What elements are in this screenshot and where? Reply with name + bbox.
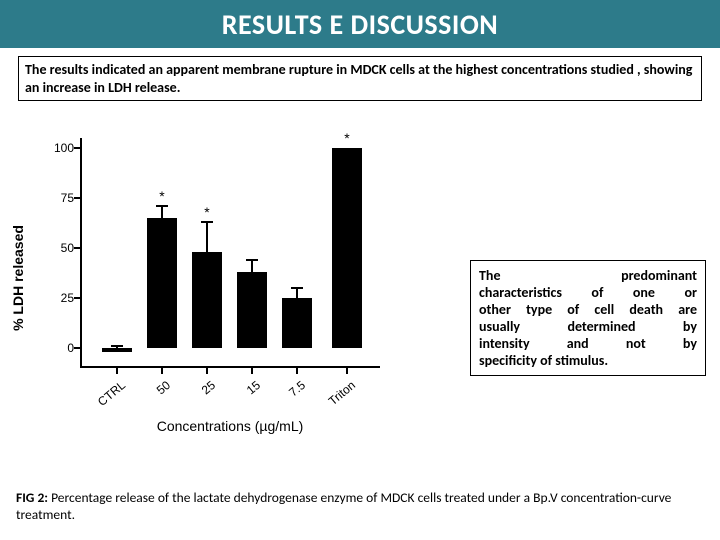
side-line: characteristics of one or	[479, 284, 697, 301]
bar	[147, 218, 177, 348]
ldh-bar-chart: % LDH released 0255075100CTRL*50*25157.5…	[30, 128, 400, 428]
x-tick	[346, 366, 348, 374]
y-tick	[74, 247, 82, 249]
y-tick	[74, 297, 82, 299]
x-tick-label: CTRL	[88, 378, 128, 414]
y-tick-label: 100	[54, 141, 74, 155]
y-tick-label: 25	[61, 291, 74, 305]
page-title: RESULTS E DISCUSSION	[222, 7, 499, 42]
x-tick-label: 25	[178, 378, 218, 414]
error-bar	[161, 206, 163, 218]
x-tick-label: 50	[133, 378, 173, 414]
results-summary-box: The results indicated an apparent membra…	[18, 56, 702, 101]
side-discussion-box: The predominant characteristics of one o…	[470, 260, 706, 376]
bar	[282, 298, 312, 348]
side-line: intensity and not by	[479, 335, 697, 352]
x-tick	[161, 366, 163, 374]
plot-area: 0255075100CTRL*50*25157.5*Triton	[80, 138, 380, 368]
x-tick	[206, 366, 208, 374]
side-line: The predominant	[479, 267, 697, 284]
caption-lead: FIG 2:	[16, 489, 48, 506]
x-axis-label: Concentrations (µg/mL)	[80, 418, 380, 434]
y-tick	[74, 347, 82, 349]
error-bar	[296, 288, 298, 298]
bar	[237, 272, 267, 348]
x-tick-label: 7.5	[268, 378, 308, 414]
x-tick-label: 15	[223, 378, 263, 414]
caption-rest: Percentage release of the lactate dehydr…	[16, 489, 671, 523]
bar	[332, 148, 362, 348]
y-tick-label: 50	[61, 241, 74, 255]
error-cap	[246, 259, 258, 261]
error-bar	[251, 260, 253, 272]
error-cap	[291, 287, 303, 289]
side-line: specificity of stimulus.	[479, 352, 697, 369]
error-cap	[111, 345, 123, 347]
error-cap	[201, 221, 213, 223]
side-line: usually determined by	[479, 318, 697, 335]
y-tick	[74, 147, 82, 149]
title-bar: RESULTS E DISCUSSION	[0, 0, 720, 48]
figure-caption: FIG 2: Percentage release of the lactate…	[16, 490, 704, 524]
bar	[192, 252, 222, 348]
x-tick	[296, 366, 298, 374]
y-tick-label: 75	[61, 191, 74, 205]
error-cap	[156, 205, 168, 207]
significance-marker: *	[344, 130, 349, 146]
side-line: other type of cell death are	[479, 301, 697, 318]
significance-marker: *	[204, 204, 209, 220]
x-tick	[116, 366, 118, 374]
error-bar	[206, 222, 208, 252]
x-tick-label: Triton	[318, 378, 358, 414]
bar	[102, 348, 132, 352]
significance-marker: *	[159, 188, 164, 204]
x-tick	[251, 366, 253, 374]
y-tick	[74, 197, 82, 199]
y-axis-label: % LDH released	[10, 225, 26, 331]
y-tick-label: 0	[67, 341, 74, 355]
